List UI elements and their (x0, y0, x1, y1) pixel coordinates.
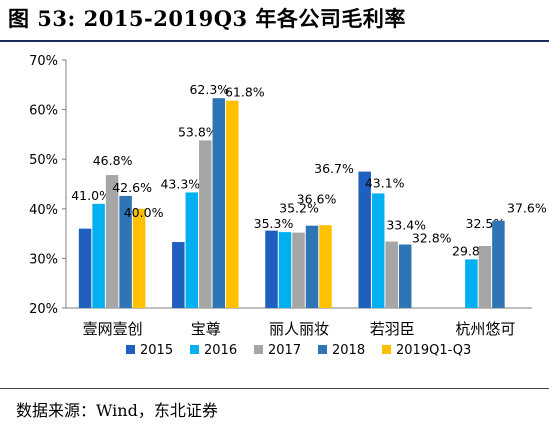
data-label: 35.3% (254, 216, 294, 231)
data-label: 40.0% (124, 205, 164, 220)
bar (305, 225, 319, 308)
bar (465, 259, 478, 308)
legend-label: 2019Q1-Q3 (396, 343, 471, 358)
bar (185, 192, 199, 308)
bar (119, 195, 132, 308)
data-label: 53.8% (178, 124, 218, 139)
bar (398, 244, 412, 308)
bar (358, 171, 371, 308)
legend-swatch (254, 345, 263, 354)
y-tick-label: 70% (29, 54, 58, 69)
bar (292, 232, 305, 308)
legend-label: 2018 (332, 343, 365, 358)
legend-swatch (318, 345, 327, 354)
source-note: 数据来源：Wind，东北证券 (16, 401, 218, 420)
x-tick-label: 壹网壹创 (83, 320, 143, 338)
data-label: 62.3% (189, 82, 229, 97)
data-label: 43.1% (365, 175, 405, 190)
legend-label: 2017 (268, 343, 301, 358)
legend-swatch (382, 345, 391, 354)
y-tick-label: 20% (29, 302, 58, 317)
bar (278, 232, 292, 308)
y-tick-label: 60% (29, 104, 58, 119)
bar (199, 140, 212, 308)
bar (172, 242, 185, 308)
data-label: 46.8% (93, 153, 133, 168)
legend-label: 2016 (204, 343, 237, 358)
x-tick-label: 若羽臣 (370, 320, 415, 338)
bar (265, 230, 278, 308)
bar (105, 175, 119, 308)
bar (226, 100, 239, 308)
figure-title: 图 53: 2015-2019Q3 年各公司毛利率 (8, 6, 406, 31)
bar (385, 241, 398, 308)
x-tick-label: 丽人丽妆 (269, 320, 329, 338)
data-label: 33.4% (386, 218, 426, 233)
y-tick-label: 40% (29, 203, 58, 218)
bar (78, 228, 92, 308)
bar-chart: 20% 30% 40% 50% 60% 70% 41.0% 46.8% 42.6% 40.0% 壹网… (29, 54, 547, 358)
legend-label: 2015 (140, 343, 173, 358)
bar (212, 98, 226, 308)
data-label: 43.3% (160, 176, 200, 191)
bar (132, 208, 146, 308)
data-label: 37.6% (507, 201, 547, 216)
data-label: 61.8% (225, 85, 265, 100)
x-tick-label: 宝尊 (191, 320, 221, 338)
legend-swatch (190, 345, 199, 354)
bar (478, 246, 492, 308)
y-tick-label: 50% (29, 153, 58, 168)
bar (319, 225, 332, 308)
data-label: 36.6% (297, 192, 337, 207)
data-label: 35.2% (279, 201, 319, 216)
source-rule (0, 388, 549, 389)
bar (92, 203, 105, 308)
title-rule (0, 40, 549, 42)
data-label: 41.0% (71, 188, 111, 203)
bar (371, 193, 385, 308)
x-tick-label: 杭州悠可 (455, 320, 515, 338)
y-tick-label: 30% (29, 252, 58, 267)
data-label: 36.7% (314, 161, 354, 176)
data-label: 42.6% (112, 180, 152, 195)
data-label: 32.8% (412, 231, 452, 246)
bar (492, 220, 505, 308)
legend-swatch (126, 345, 135, 354)
